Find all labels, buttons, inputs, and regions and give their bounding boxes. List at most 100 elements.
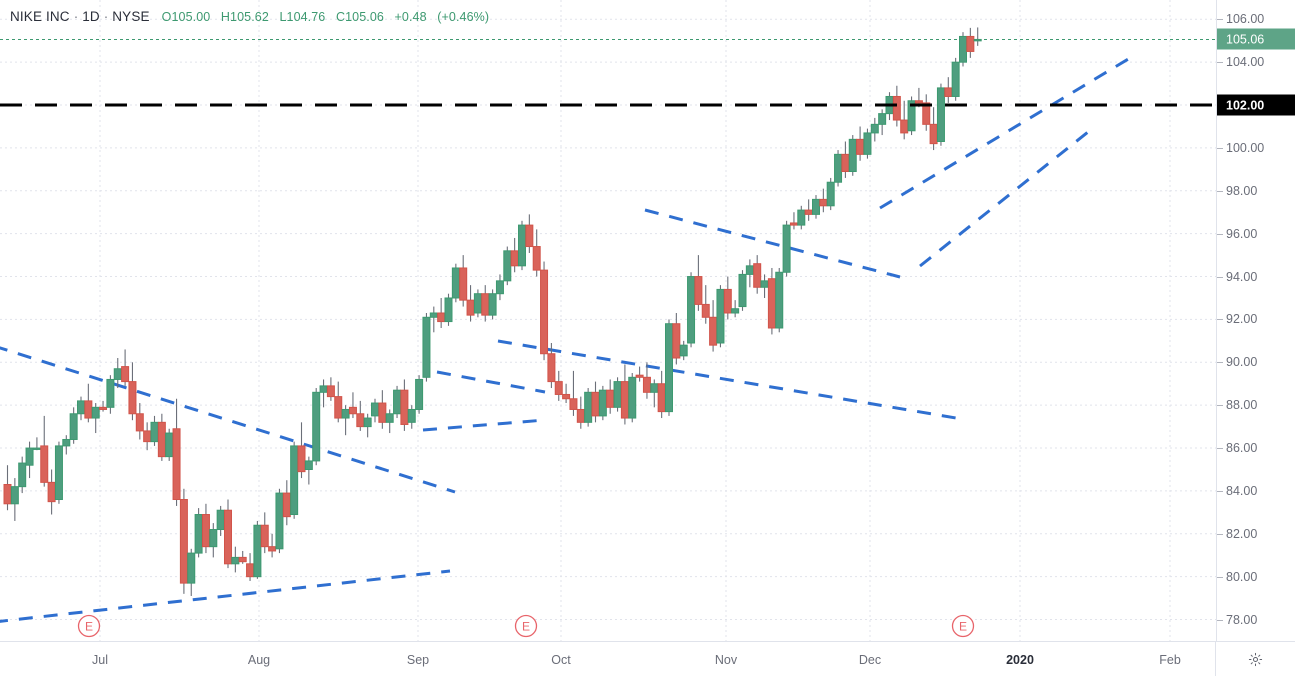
candle-body[interactable] [47,481,56,503]
exchange-label[interactable]: NYSE [112,9,150,24]
candle-body[interactable] [657,383,666,413]
candle-body[interactable] [18,462,27,488]
candle-body[interactable] [194,514,203,554]
candle-body[interactable] [466,299,475,316]
candle-body[interactable] [400,389,409,425]
earnings-marker-circle[interactable] [77,614,101,638]
candle-body[interactable] [179,499,188,584]
candle-body[interactable] [510,250,519,267]
candle-body[interactable] [642,376,651,393]
candle-body[interactable] [371,402,379,417]
candle-body[interactable] [856,138,865,155]
candle-body[interactable] [753,263,762,288]
candle-body[interactable] [113,368,122,380]
trendline[interactable] [497,339,963,421]
candle-body[interactable] [797,209,806,226]
candle-body[interactable] [393,389,402,415]
candle-body[interactable] [69,413,78,440]
candle-body[interactable] [312,391,321,462]
candle-body[interactable] [922,102,931,125]
candle-body[interactable] [451,267,460,299]
candle-body[interactable] [304,460,313,470]
candle-body[interactable] [165,432,174,458]
candle-body[interactable] [429,312,438,318]
candle-body[interactable] [775,271,784,329]
candle-body[interactable] [650,383,659,393]
candle-body[interactable] [731,308,740,314]
candle-body[interactable] [238,556,247,563]
candle-body[interactable] [841,153,850,173]
candle-body[interactable] [459,267,468,301]
candle-body[interactable] [760,280,769,288]
symbol-name[interactable]: NIKE INC [10,9,70,24]
candle-body[interactable] [959,35,967,63]
candle-body[interactable] [128,381,137,415]
candle-body[interactable] [554,381,563,395]
candle-body[interactable] [914,100,923,104]
candle-body[interactable] [518,224,526,267]
earnings-marker-circle[interactable] [951,614,975,638]
candle-body[interactable] [10,486,19,505]
candle-body[interactable] [40,445,49,483]
candle-body[interactable] [385,413,394,423]
candle-body[interactable] [187,552,196,584]
candle-body[interactable] [598,389,607,417]
trendline[interactable] [644,208,901,279]
candle-body[interactable] [878,113,887,125]
trendline[interactable] [422,418,546,432]
candle-body[interactable] [246,563,255,578]
candle-body[interactable] [694,276,703,305]
candle-body[interactable] [848,138,857,173]
candle-body[interactable] [973,38,982,42]
candle-body[interactable] [944,87,953,97]
time-scale[interactable]: Jul Aug Sep Oct Nov Dec 2020 Feb [0,641,1295,676]
trendline[interactable] [436,370,546,394]
candle-body[interactable] [157,421,166,458]
candle-body[interactable] [290,445,299,516]
candle-body[interactable] [121,366,130,383]
candle-body[interactable] [319,385,328,393]
candle-body[interactable] [620,381,629,419]
candle-body[interactable] [569,398,578,410]
candle-body[interactable] [532,246,541,271]
candle-body[interactable] [473,293,482,314]
candle-body[interactable] [562,393,571,400]
candle-body[interactable] [422,316,431,378]
candle-body[interactable] [25,447,34,466]
candle-body[interactable] [635,374,644,378]
candle-body[interactable] [907,100,916,132]
candle-body[interactable] [819,198,828,207]
candle-body[interactable] [224,509,232,565]
candle-body[interactable] [77,400,85,415]
candle-body[interactable] [341,408,350,419]
candle-body[interactable] [613,381,622,408]
candle-body[interactable] [834,153,843,183]
candle-body[interactable] [297,445,306,473]
candle-body[interactable] [268,546,277,552]
candle-body[interactable] [91,406,100,419]
candle-body[interactable] [738,273,747,308]
candle-body[interactable] [201,514,210,548]
candle-body[interactable] [326,385,335,398]
resistance-level-badge[interactable]: 102.00 [1217,94,1295,116]
candle-body[interactable] [929,123,938,145]
candle-body[interactable] [892,95,901,121]
candle-body[interactable] [495,280,504,295]
candle-body[interactable] [363,417,372,428]
candle-body[interactable] [547,353,556,383]
trendline[interactable] [879,56,1131,210]
candle-body[interactable] [172,428,181,501]
candle-body[interactable] [437,312,446,323]
candle-body[interactable] [99,406,108,410]
candle-body[interactable] [966,35,975,52]
candle-body[interactable] [679,344,688,357]
candle-body[interactable] [62,438,71,447]
candle-body[interactable] [804,209,813,215]
candle-body[interactable] [870,123,879,134]
earnings-marker-circle[interactable] [514,614,538,638]
candle-body[interactable] [348,406,357,415]
candle-body[interactable] [135,413,144,432]
candle-body[interactable] [282,492,291,518]
candle-body[interactable] [216,509,225,531]
